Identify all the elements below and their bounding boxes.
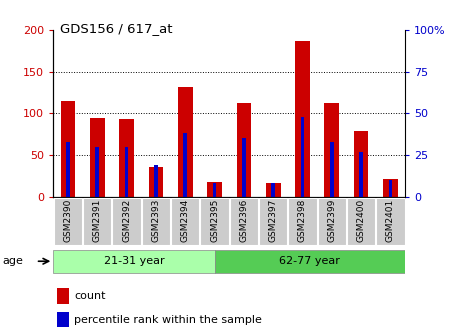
Bar: [389, 180, 392, 197]
Bar: [61, 101, 75, 197]
Bar: [119, 119, 134, 197]
Bar: [207, 182, 222, 197]
Bar: [354, 131, 369, 197]
Text: GSM2393: GSM2393: [151, 199, 160, 242]
Text: GSM2401: GSM2401: [386, 199, 395, 242]
Bar: [271, 183, 275, 197]
Text: GSM2398: GSM2398: [298, 199, 307, 242]
Bar: [237, 103, 251, 197]
Text: GSM2397: GSM2397: [269, 199, 278, 242]
Text: age: age: [2, 256, 23, 266]
FancyBboxPatch shape: [214, 250, 405, 272]
Text: 62-77 year: 62-77 year: [279, 256, 340, 266]
Bar: [301, 117, 304, 197]
Bar: [295, 41, 310, 197]
Text: count: count: [75, 291, 106, 301]
Bar: [57, 312, 69, 327]
Bar: [213, 183, 216, 197]
Bar: [90, 118, 105, 197]
FancyBboxPatch shape: [171, 198, 199, 245]
Bar: [125, 146, 128, 197]
FancyBboxPatch shape: [318, 198, 346, 245]
Bar: [242, 138, 245, 197]
Text: GSM2390: GSM2390: [63, 199, 72, 242]
FancyBboxPatch shape: [376, 198, 405, 245]
Bar: [95, 146, 99, 197]
Bar: [359, 152, 363, 197]
FancyBboxPatch shape: [53, 250, 214, 272]
Text: GSM2392: GSM2392: [122, 199, 131, 242]
FancyBboxPatch shape: [259, 198, 287, 245]
Bar: [330, 142, 333, 197]
Text: percentile rank within the sample: percentile rank within the sample: [75, 314, 262, 325]
FancyBboxPatch shape: [200, 198, 229, 245]
FancyBboxPatch shape: [83, 198, 111, 245]
Bar: [149, 167, 163, 197]
FancyBboxPatch shape: [288, 198, 317, 245]
Text: GSM2394: GSM2394: [181, 199, 190, 242]
Bar: [57, 288, 69, 304]
Text: GSM2399: GSM2399: [327, 199, 336, 242]
Text: GSM2396: GSM2396: [239, 199, 248, 242]
Bar: [383, 179, 398, 197]
FancyBboxPatch shape: [347, 198, 375, 245]
Bar: [178, 87, 193, 197]
Bar: [266, 183, 281, 197]
Bar: [325, 103, 339, 197]
Text: GSM2395: GSM2395: [210, 199, 219, 242]
Bar: [66, 142, 69, 197]
FancyBboxPatch shape: [113, 198, 141, 245]
Text: GDS156 / 617_at: GDS156 / 617_at: [60, 22, 173, 35]
Bar: [154, 165, 157, 197]
FancyBboxPatch shape: [230, 198, 258, 245]
Text: GSM2400: GSM2400: [357, 199, 366, 242]
Text: 21-31 year: 21-31 year: [104, 256, 164, 266]
Text: GSM2391: GSM2391: [93, 199, 102, 242]
Bar: [183, 133, 187, 197]
FancyBboxPatch shape: [54, 198, 82, 245]
FancyBboxPatch shape: [142, 198, 170, 245]
